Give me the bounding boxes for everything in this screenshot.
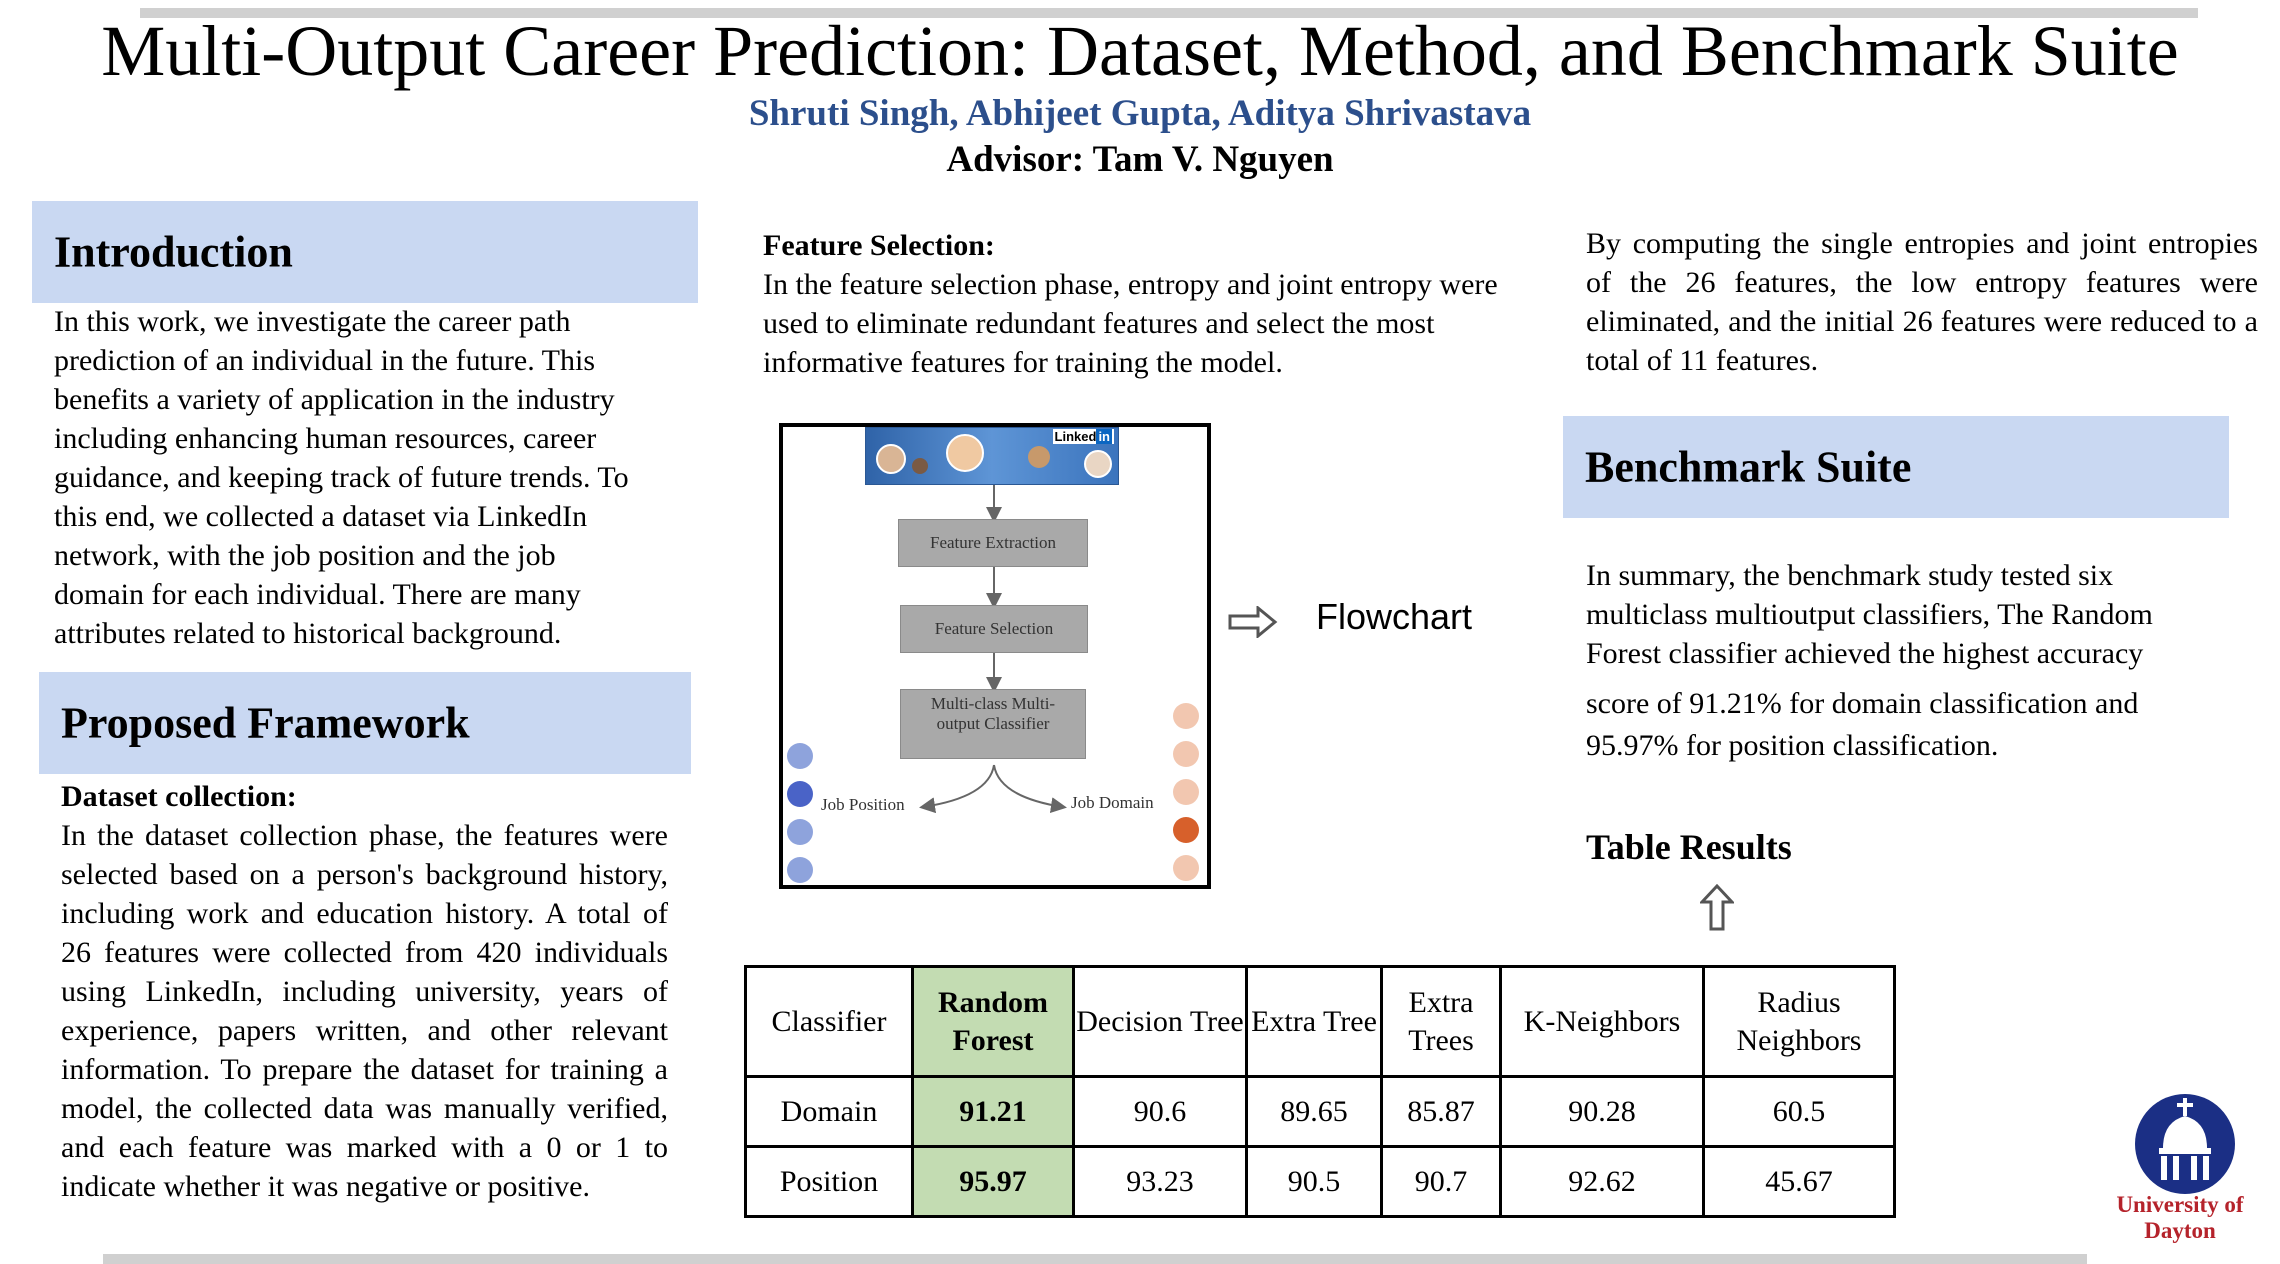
- flowchart-label: Flowchart: [1316, 596, 1473, 637]
- dataset-collection-title: Dataset collection:: [61, 780, 297, 813]
- table-cell: 90.6: [1072, 1075, 1248, 1148]
- framework-heading-box: Proposed Framework: [39, 672, 691, 774]
- flow-output-job-position: Job Position: [821, 795, 905, 814]
- profile-avatar-icon: [1028, 446, 1050, 468]
- framework-heading: Proposed Framework: [61, 698, 470, 748]
- job-domain-circle: [1173, 703, 1199, 729]
- flow-branch-left: [919, 764, 995, 814]
- profile-avatar-icon: [1084, 450, 1112, 478]
- flow-output-job-domain: Job Domain: [1071, 793, 1154, 812]
- flow-step-feature-selection: Feature Selection: [900, 605, 1088, 653]
- profile-avatar-icon: [946, 434, 984, 472]
- introduction-heading: Introduction: [54, 227, 293, 277]
- introduction-line: including enhancing human resources, car…: [54, 422, 597, 455]
- logo-line-2: Dayton: [2144, 1218, 2216, 1243]
- linkedin-logo-text: Linked: [1054, 429, 1097, 444]
- flowchart-svg: [919, 483, 1067, 814]
- table-cell: 93.23: [1072, 1145, 1248, 1218]
- top-rule: [140, 8, 2198, 18]
- benchmark-summary-line: score of 91.21% for domain classificatio…: [1586, 687, 2139, 720]
- table-cell: 90.5: [1245, 1145, 1383, 1218]
- entropy-text: By computing the single entropies and jo…: [1586, 227, 2258, 377]
- feature-selection-title: Feature Selection:: [763, 229, 995, 262]
- table-row: Domain 91.21 90.6 89.65 85.87 90.28 60.5: [744, 1075, 1896, 1148]
- feature-selection-text: In the feature selection phase, entropy …: [763, 268, 1498, 379]
- table-header-row: Classifier Random Forest Decision Tree E…: [744, 965, 1896, 1078]
- right-arrow-icon: [1228, 606, 1278, 638]
- introduction-line: In this work, we investigate the career …: [54, 305, 571, 338]
- job-domain-circle: [1173, 741, 1199, 767]
- table-row-label: Domain: [744, 1075, 914, 1148]
- job-domain-circle: [1173, 779, 1199, 805]
- introduction-line: attributes related to historical backgro…: [54, 617, 562, 650]
- introduction-text: In this work, we investigate the career …: [54, 302, 694, 653]
- benchmark-summary: In summary, the benchmark study tested s…: [1586, 556, 2246, 765]
- table-cell: 60.5: [1702, 1075, 1896, 1148]
- linkedin-logo: Linked in: [1052, 429, 1114, 444]
- table-cell: 95.97: [911, 1145, 1075, 1218]
- table-cell: 90.28: [1499, 1075, 1705, 1148]
- table-header-cell: Random Forest: [911, 965, 1075, 1078]
- linkedin-banner: Linked in: [865, 427, 1119, 485]
- flow-step-feature-extraction: Feature Extraction: [898, 519, 1088, 567]
- introduction-line: network, with the job position and the j…: [54, 539, 556, 572]
- table-cell: 85.87: [1380, 1075, 1502, 1148]
- introduction-line: prediction of an individual in the futur…: [54, 344, 595, 377]
- table-header-cell: K-Neighbors: [1499, 965, 1705, 1078]
- table-header-cell: Decision Tree: [1072, 965, 1248, 1078]
- introduction-line: domain for each individual. There are ma…: [54, 578, 581, 611]
- table-row-label: Position: [744, 1145, 914, 1218]
- introduction-line: benefits a variety of application in the…: [54, 383, 615, 416]
- benchmark-heading-box: Benchmark Suite: [1563, 416, 2229, 518]
- poster-advisor: Advisor: Tam V. Nguyen: [946, 139, 1334, 180]
- benchmark-summary-line: multiclass multioutput classifiers, The …: [1586, 598, 2153, 631]
- table-cell: 92.62: [1499, 1145, 1705, 1218]
- table-header-cell: Extra Trees: [1380, 965, 1502, 1078]
- job-position-circle: [787, 743, 813, 769]
- flow-step-classifier: Multi-class Multi-output Classifier: [900, 689, 1086, 759]
- up-arrow-icon: [1700, 884, 1734, 931]
- job-domain-circle: [1173, 855, 1199, 881]
- job-position-circle: [787, 819, 813, 845]
- flow-branch-right: [993, 764, 1067, 814]
- introduction-heading-box: Introduction: [32, 201, 698, 303]
- flowchart-figure: Linked in Feature Extraction Feature Sele…: [779, 423, 1211, 889]
- poster-title: Multi-Output Career Prediction: Dataset,…: [101, 11, 2179, 91]
- table-cell: 91.21: [911, 1075, 1075, 1148]
- logo-line-1: University of: [2116, 1192, 2244, 1217]
- table-cell: 89.65: [1245, 1075, 1383, 1148]
- poster-authors: Shruti Singh, Abhijeet Gupta, Aditya Shr…: [748, 93, 1532, 134]
- table-row: Position 95.97 93.23 90.5 90.7 92.62 45.…: [744, 1145, 1896, 1218]
- introduction-line: this end, we collected a dataset via Lin…: [54, 500, 588, 533]
- bottom-rule: [103, 1254, 2087, 1264]
- table-header-cell: Extra Tree: [1245, 965, 1383, 1078]
- job-domain-circle: [1173, 817, 1199, 843]
- dataset-collection-text: In the dataset collection phase, the fea…: [61, 819, 668, 1203]
- university-chapel-dome-icon: [2135, 1094, 2235, 1194]
- university-logo-text: University of Dayton: [2100, 1192, 2260, 1244]
- table-cell: 45.67: [1702, 1145, 1896, 1218]
- profile-avatar-icon: [876, 444, 906, 474]
- benchmark-heading: Benchmark Suite: [1585, 442, 1912, 492]
- linkedin-logo-in: in: [1096, 429, 1112, 444]
- table-cell: 90.7: [1380, 1145, 1502, 1218]
- benchmark-summary-line: 95.97% for position classification.: [1586, 729, 1999, 762]
- results-table: Classifier Random Forest Decision Tree E…: [744, 965, 1896, 1218]
- job-position-circle: [787, 781, 813, 807]
- benchmark-summary-line: Forest classifier achieved the highest a…: [1586, 637, 2144, 670]
- job-position-circle: [787, 857, 813, 883]
- profile-avatar-icon: [912, 458, 928, 474]
- table-header-cell: Classifier: [744, 965, 914, 1078]
- table-header-cell: Radius Neighbors: [1702, 965, 1896, 1078]
- introduction-line: guidance, and keeping track of future tr…: [54, 461, 629, 494]
- benchmark-summary-line: In summary, the benchmark study tested s…: [1586, 559, 2114, 592]
- table-results-title: Table Results: [1586, 827, 1792, 867]
